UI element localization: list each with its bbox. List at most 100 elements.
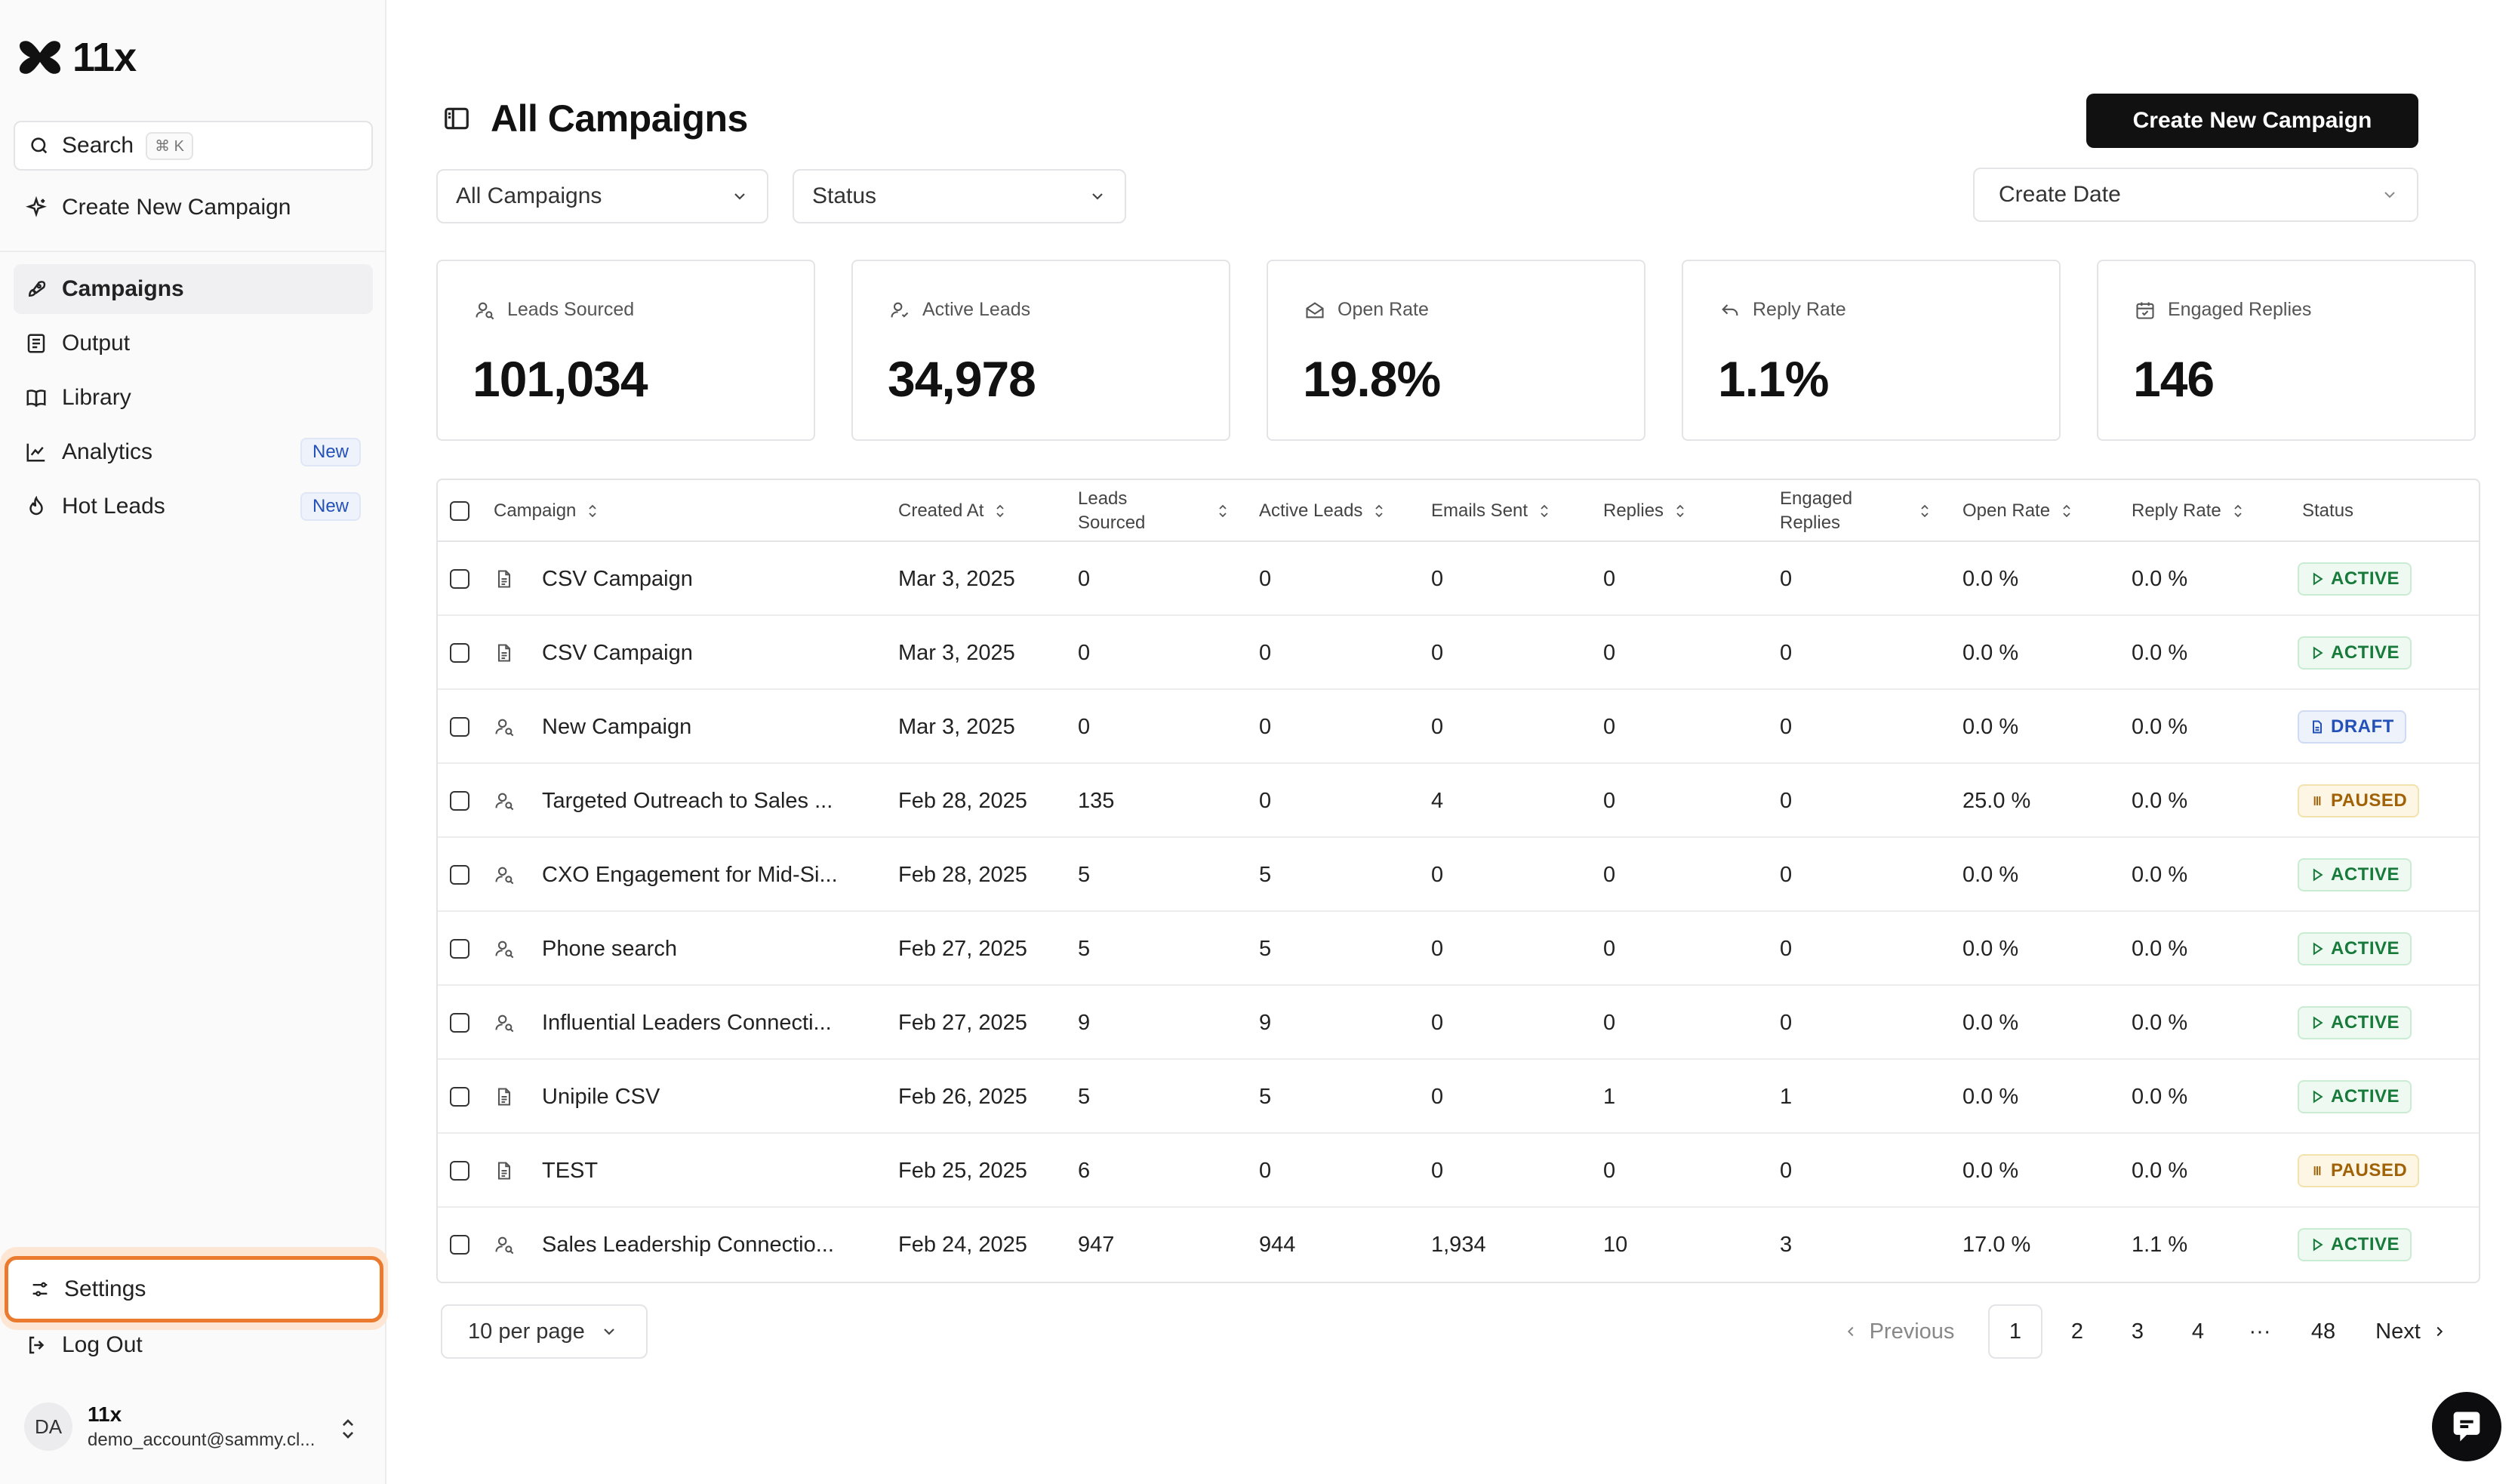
- cell-replies: 0: [1603, 640, 1616, 665]
- cell-sent: 0: [1431, 936, 1444, 961]
- table-row[interactable]: Unipile CSV Feb 26, 2025 5 5 0 1 1 0.0 % 0.0 % AC…: [438, 1060, 2479, 1134]
- previous-page-button[interactable]: Previous: [1834, 1304, 1962, 1359]
- column-header-replies[interactable]: Replies: [1603, 480, 1686, 542]
- sidebar-item-output[interactable]: Output: [14, 319, 373, 368]
- row-checkbox[interactable]: [450, 939, 469, 959]
- sidebar-item-logout[interactable]: Log Out: [26, 1322, 143, 1368]
- table-row[interactable]: Targeted Outreach to Sales ... Feb 28, 20…: [438, 764, 2479, 838]
- chevron-up-down-icon[interactable]: [337, 1416, 359, 1442]
- campaign-name-link[interactable]: Phone search: [542, 936, 677, 961]
- campaign-name-link[interactable]: Sales Leadership Connectio...: [542, 1232, 834, 1257]
- table-row[interactable]: Phone search Feb 27, 2025 5 5 0 0 0 0.0 % 0.0 % A…: [438, 912, 2479, 986]
- campaign-name-link[interactable]: Influential Leaders Connecti...: [542, 1010, 832, 1035]
- row-checkbox[interactable]: [450, 717, 469, 737]
- status-badge: ACTIVE: [2298, 932, 2412, 965]
- table-row[interactable]: New Campaign Mar 3, 2025 0 0 0 0 0 0.0 % 0.0 % DR…: [438, 690, 2479, 764]
- column-header-leads-sourced[interactable]: Leads Sourced: [1078, 480, 1229, 542]
- create-campaign-button[interactable]: Create New Campaign: [2086, 94, 2418, 148]
- cell-replies: 0: [1603, 1010, 1616, 1035]
- column-header-active-leads[interactable]: Active Leads: [1259, 480, 1385, 542]
- sidebar-item-hot-leads[interactable]: Hot Leads New: [14, 482, 373, 531]
- cell-open: 0.0 %: [1962, 1010, 2019, 1035]
- cell-active: 0: [1259, 1158, 1272, 1183]
- app-logo[interactable]: 11x: [17, 35, 137, 80]
- row-checkbox[interactable]: [450, 1161, 469, 1181]
- user-search-icon: [494, 912, 515, 986]
- cell-created: Feb 28, 2025: [898, 862, 1027, 887]
- cell-sent: 0: [1431, 1158, 1444, 1183]
- page-button-3[interactable]: 3: [2131, 1319, 2144, 1344]
- row-checkbox[interactable]: [450, 569, 469, 589]
- sidebar-item-campaigns[interactable]: Campaigns: [14, 264, 373, 314]
- cell-replies: 1: [1603, 1084, 1616, 1109]
- next-page-button[interactable]: Next: [2363, 1304, 2461, 1359]
- column-header-open-rate[interactable]: Open Rate: [1962, 480, 2073, 542]
- table-row[interactable]: CSV Campaign Mar 3, 2025 0 0 0 0 0 0.0 % 0.0 % AC…: [438, 616, 2479, 690]
- row-checkbox[interactable]: [450, 1013, 469, 1033]
- campaign-name-link[interactable]: New Campaign: [542, 714, 692, 739]
- cell-created: Feb 25, 2025: [898, 1158, 1027, 1183]
- chevron-down-icon: [2384, 192, 2395, 199]
- table-row[interactable]: Influential Leaders Connecti... Feb 27, 2…: [438, 986, 2479, 1060]
- page-button-last[interactable]: 48: [2310, 1319, 2336, 1344]
- table-row[interactable]: CXO Engagement for Mid-Si... Feb 28, 2025…: [438, 838, 2479, 912]
- search-icon: [31, 137, 48, 154]
- cell-engaged: 0: [1780, 566, 1793, 591]
- status-filter-select[interactable]: Status: [793, 169, 1126, 223]
- next-label: Next: [2375, 1319, 2421, 1344]
- row-checkbox[interactable]: [450, 1235, 469, 1255]
- campaign-filter-select[interactable]: All Campaigns: [436, 169, 768, 223]
- column-header-emails-sent[interactable]: Emails Sent: [1431, 480, 1550, 542]
- row-checkbox[interactable]: [450, 865, 469, 885]
- status-text: DRAFT: [2331, 716, 2394, 737]
- create-date-filter-select[interactable]: Create Date: [1973, 168, 2418, 222]
- sidebar-item-analytics[interactable]: Analytics New: [14, 427, 373, 477]
- column-header-reply-rate[interactable]: Reply Rate: [2132, 480, 2244, 542]
- file-icon: [494, 1060, 515, 1134]
- campaign-name-link[interactable]: Targeted Outreach to Sales ...: [542, 788, 833, 813]
- page-button-1[interactable]: 1: [1988, 1304, 2042, 1359]
- sidebar-item-label: Log Out: [62, 1332, 143, 1357]
- account-switcher[interactable]: DA 11x demo_account@sammy.cl...: [24, 1402, 315, 1451]
- sort-icon: [1921, 504, 1929, 518]
- page-button-2[interactable]: 2: [2070, 1319, 2084, 1344]
- status-badge: ACTIVE: [2298, 858, 2412, 891]
- per-page-select[interactable]: 10 per page: [441, 1304, 648, 1359]
- search-button[interactable]: Search ⌘ K: [14, 121, 373, 171]
- campaign-filter-value: All Campaigns: [456, 183, 602, 208]
- cell-sent: 0: [1431, 566, 1444, 591]
- cell-replies: 0: [1603, 936, 1616, 961]
- table-row[interactable]: Sales Leadership Connectio... Feb 24, 202…: [438, 1208, 2479, 1282]
- cell-replies: 0: [1603, 862, 1616, 887]
- row-checkbox[interactable]: [450, 1087, 469, 1107]
- cell-reply: 0.0 %: [2132, 788, 2188, 813]
- campaign-name-link[interactable]: CSV Campaign: [542, 566, 693, 591]
- stat-card-active-leads: Active Leads 34,978: [851, 260, 1230, 441]
- chat-support-button[interactable]: [2432, 1392, 2501, 1461]
- row-checkbox[interactable]: [450, 643, 469, 663]
- campaign-name-link[interactable]: TEST: [542, 1158, 599, 1183]
- cell-replies: 0: [1603, 1158, 1616, 1183]
- sort-icon: [589, 504, 597, 518]
- sidebar-item-library[interactable]: Library: [14, 373, 373, 423]
- column-header-created-at[interactable]: Created At: [898, 480, 1006, 542]
- cell-engaged: 0: [1780, 788, 1793, 813]
- sidebar-item-settings[interactable]: Settings: [5, 1256, 383, 1322]
- row-checkbox[interactable]: [450, 791, 469, 811]
- column-header-campaign[interactable]: Campaign: [494, 480, 599, 542]
- reply-icon: [1722, 303, 1738, 316]
- table-row[interactable]: CSV Campaign Mar 3, 2025 0 0 0 0 0 0.0 % 0.0 % AC…: [438, 542, 2479, 616]
- play-icon: [2310, 571, 2325, 587]
- column-header-engaged-replies[interactable]: Engaged Replies: [1780, 480, 1931, 542]
- sidebar-toggle-icon[interactable]: [442, 104, 471, 133]
- status-badge: DRAFT: [2298, 710, 2406, 744]
- campaign-name-link[interactable]: CXO Engagement for Mid-Si...: [542, 862, 838, 887]
- select-all-checkbox[interactable]: [450, 501, 469, 521]
- table-row[interactable]: TEST Feb 25, 2025 6 0 0 0 0 0.0 % 0.0 % PAUSED: [438, 1134, 2479, 1208]
- campaign-name-link[interactable]: Unipile CSV: [542, 1084, 660, 1109]
- page-button-4[interactable]: 4: [2191, 1319, 2205, 1344]
- cell-open: 0.0 %: [1962, 566, 2019, 591]
- sidebar-create-campaign[interactable]: Create New Campaign: [14, 183, 373, 232]
- app-name: 11x: [72, 35, 137, 80]
- campaign-name-link[interactable]: CSV Campaign: [542, 640, 693, 665]
